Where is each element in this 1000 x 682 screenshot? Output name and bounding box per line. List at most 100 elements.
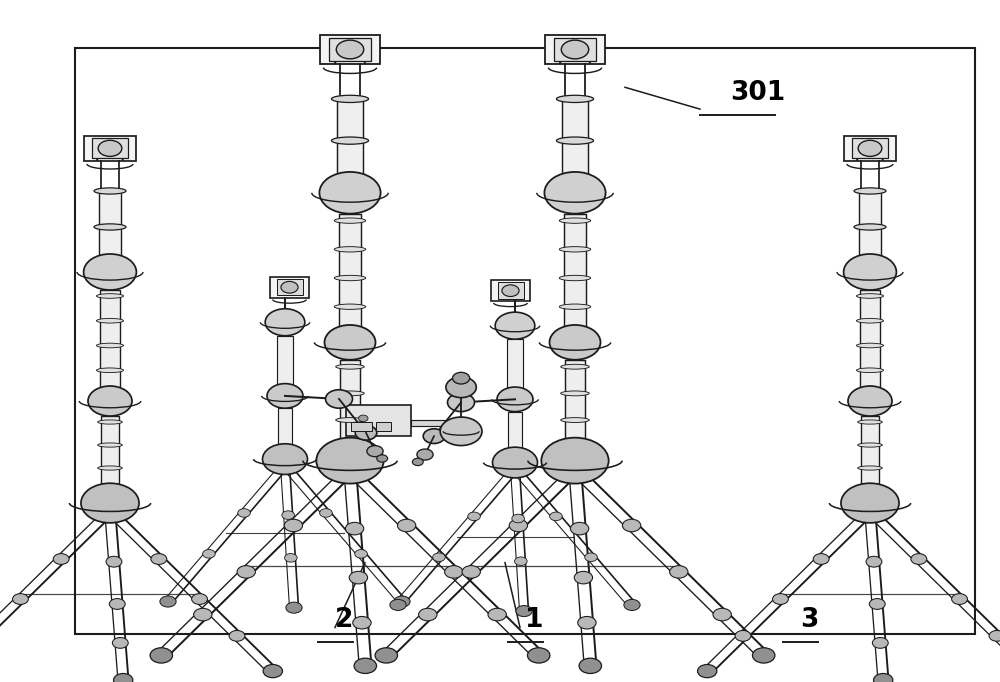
Circle shape — [53, 554, 69, 565]
Circle shape — [872, 638, 888, 649]
Circle shape — [320, 509, 332, 517]
Circle shape — [106, 557, 122, 567]
Circle shape — [874, 674, 893, 682]
Ellipse shape — [334, 304, 366, 310]
Circle shape — [88, 386, 132, 416]
Circle shape — [262, 444, 308, 475]
Ellipse shape — [556, 95, 594, 102]
Ellipse shape — [856, 343, 884, 348]
Circle shape — [670, 565, 688, 578]
Circle shape — [544, 172, 606, 213]
Circle shape — [282, 511, 294, 520]
Circle shape — [263, 664, 282, 678]
Bar — [507, 339, 523, 399]
Circle shape — [150, 648, 173, 663]
Bar — [351, 421, 372, 431]
Ellipse shape — [854, 188, 886, 194]
Bar — [860, 290, 880, 401]
Bar — [346, 405, 411, 436]
Ellipse shape — [96, 368, 124, 372]
Circle shape — [345, 522, 364, 535]
Circle shape — [112, 638, 128, 649]
Circle shape — [952, 593, 967, 604]
Ellipse shape — [98, 466, 122, 470]
Circle shape — [81, 484, 139, 523]
Bar — [277, 336, 293, 396]
Circle shape — [462, 565, 480, 578]
Ellipse shape — [96, 393, 124, 398]
Circle shape — [453, 372, 470, 384]
Ellipse shape — [336, 444, 364, 449]
Ellipse shape — [854, 260, 886, 266]
Ellipse shape — [336, 417, 364, 422]
Circle shape — [319, 172, 381, 213]
Circle shape — [354, 658, 377, 674]
Circle shape — [869, 599, 885, 610]
Bar — [329, 38, 371, 61]
Circle shape — [109, 599, 125, 610]
Ellipse shape — [336, 391, 364, 396]
Circle shape — [355, 426, 377, 440]
Ellipse shape — [96, 318, 124, 323]
Circle shape — [574, 572, 593, 584]
Bar — [498, 282, 524, 299]
Ellipse shape — [556, 179, 594, 186]
Circle shape — [419, 608, 437, 621]
Circle shape — [497, 387, 533, 411]
Bar — [277, 279, 303, 295]
Ellipse shape — [96, 343, 124, 348]
Bar — [852, 138, 888, 158]
Circle shape — [203, 550, 215, 558]
Ellipse shape — [561, 417, 589, 422]
Circle shape — [325, 389, 352, 408]
Circle shape — [624, 599, 640, 610]
Circle shape — [561, 40, 589, 59]
Circle shape — [585, 553, 597, 561]
Ellipse shape — [858, 489, 882, 493]
Circle shape — [440, 417, 482, 445]
Bar — [545, 35, 605, 64]
Bar — [554, 38, 596, 61]
Circle shape — [336, 40, 364, 59]
Circle shape — [468, 512, 480, 520]
Text: 3: 3 — [800, 607, 818, 633]
Circle shape — [570, 522, 589, 535]
Ellipse shape — [559, 247, 591, 252]
Circle shape — [265, 309, 305, 336]
Ellipse shape — [334, 333, 366, 338]
Ellipse shape — [334, 218, 366, 223]
Ellipse shape — [98, 489, 122, 493]
Circle shape — [267, 383, 303, 408]
Bar — [411, 419, 449, 426]
Circle shape — [813, 554, 829, 565]
Bar — [508, 411, 522, 454]
Circle shape — [492, 447, 538, 478]
Circle shape — [355, 550, 367, 558]
Ellipse shape — [559, 333, 591, 338]
Circle shape — [114, 674, 133, 682]
Circle shape — [541, 438, 609, 484]
Ellipse shape — [858, 443, 882, 447]
Circle shape — [349, 572, 368, 584]
Ellipse shape — [336, 364, 364, 369]
Circle shape — [160, 596, 176, 607]
Ellipse shape — [559, 304, 591, 310]
Circle shape — [698, 664, 717, 678]
Circle shape — [377, 455, 388, 462]
Circle shape — [353, 617, 371, 629]
Bar — [564, 213, 586, 342]
Circle shape — [192, 593, 207, 604]
Circle shape — [866, 557, 882, 567]
Text: 301: 301 — [730, 80, 785, 106]
Circle shape — [735, 630, 751, 641]
Circle shape — [841, 484, 899, 523]
Circle shape — [286, 602, 302, 613]
Bar — [99, 191, 121, 263]
Circle shape — [579, 658, 602, 674]
Circle shape — [324, 325, 376, 360]
Circle shape — [445, 565, 463, 578]
Bar — [491, 280, 530, 301]
Ellipse shape — [334, 276, 366, 281]
Ellipse shape — [856, 318, 884, 323]
Circle shape — [194, 608, 212, 621]
